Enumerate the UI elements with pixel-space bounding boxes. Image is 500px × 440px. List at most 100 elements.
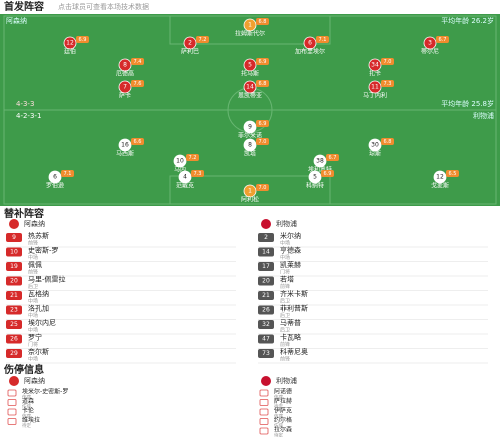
player-rating: 7.1 <box>64 171 72 177</box>
sub-name[interactable]: 菲利普斯 <box>280 304 308 313</box>
sub-name[interactable]: 科蒂尼奥 <box>280 347 308 356</box>
player-shirt[interactable] <box>243 120 257 134</box>
rating-badge <box>61 170 74 177</box>
player-shirt[interactable] <box>313 154 327 168</box>
player-number: 9 <box>248 124 252 131</box>
rating-badge <box>256 18 269 25</box>
player-number: 6 <box>308 40 312 47</box>
sub-position: 前锋 <box>28 240 38 247</box>
player-shirt[interactable] <box>118 138 132 152</box>
player-number: 5 <box>248 62 252 69</box>
player-shirt[interactable] <box>183 36 197 50</box>
sub-number: 25 <box>10 321 18 328</box>
sub-position: 后卫 <box>28 283 38 290</box>
player-shirt[interactable] <box>48 170 62 184</box>
sub-number: 20 <box>262 278 270 285</box>
sub-number-box <box>258 305 274 315</box>
injury-reason: 待定 <box>22 422 31 429</box>
home-note: 平均年龄 26.2岁 <box>441 16 494 25</box>
sub-position: 后卫 <box>280 327 290 334</box>
sub-name[interactable]: 齐米卡斯 <box>280 289 308 298</box>
player-name: 菲尔米诺 <box>238 132 262 140</box>
sub-position: 中场 <box>28 254 38 261</box>
player-rating: 6.7 <box>439 37 447 43</box>
sub-name[interactable]: 史密斯-罗 <box>28 246 59 255</box>
player-shirt[interactable] <box>423 36 437 50</box>
home-formation: 4-3-3 <box>16 100 34 108</box>
player-shirt[interactable] <box>433 170 447 184</box>
rating-badge <box>436 36 449 43</box>
sub-name[interactable]: 马里-佩雷拉 <box>28 275 66 284</box>
sub-name[interactable]: 凯莱赫 <box>280 260 301 269</box>
sub-number: 17 <box>262 263 270 270</box>
injury-reason: 伤病 <box>22 413 31 420</box>
sub-number-box <box>258 276 274 286</box>
sub-name[interactable]: 米尔纳 <box>280 231 301 240</box>
player-shirt[interactable] <box>243 138 257 152</box>
sub-position: 中场 <box>28 356 38 363</box>
sub-name[interactable]: 洛孔加 <box>28 304 49 313</box>
injury-reason: 伤病 <box>274 394 283 401</box>
player-name: 托马斯 <box>241 70 259 78</box>
player-shirt[interactable] <box>243 80 257 94</box>
sub-number-box <box>258 247 274 257</box>
player-rating: 7.2 <box>189 155 197 161</box>
sub-name[interactable]: 埃尔内尼 <box>28 318 56 327</box>
injury-icon <box>7 399 17 406</box>
player-shirt[interactable] <box>243 58 257 72</box>
player-rating: 6.9 <box>259 59 267 65</box>
player-number: 1 <box>248 188 252 195</box>
player-name: 凯塔 <box>244 150 256 158</box>
sub-name[interactable]: 罗宁 <box>28 333 42 342</box>
sub-name[interactable]: 瓦格纳 <box>28 289 49 298</box>
title: 首发阵容 <box>4 0 44 13</box>
sub-name[interactable]: 马蒂普 <box>280 318 301 327</box>
player-shirt[interactable] <box>173 154 187 168</box>
sub-name[interactable]: 卡瓦略 <box>280 333 301 342</box>
sub-number-box <box>6 247 22 257</box>
player-shirt[interactable] <box>368 80 382 94</box>
player-number: 7 <box>123 84 127 91</box>
sub-name[interactable]: 热苏斯 <box>28 231 49 240</box>
injury-name: 拉尔森 <box>274 426 292 434</box>
player-number: 10 <box>176 158 184 165</box>
player-shirt[interactable] <box>303 36 317 50</box>
player-number: 11 <box>371 84 379 91</box>
player-shirt[interactable] <box>368 138 382 152</box>
away-subs-team: 利物浦 <box>276 219 297 228</box>
sub-number: 14 <box>262 249 270 256</box>
home-badge <box>9 219 19 229</box>
player-number: 2 <box>188 40 192 47</box>
player-name: 马西斯 <box>116 150 134 158</box>
player-name: 拉姆斯代尔 <box>235 30 265 38</box>
home-inj-team: 阿森纳 <box>24 376 45 385</box>
player-shirt[interactable] <box>243 18 257 32</box>
away-inj-team: 利物浦 <box>276 376 297 385</box>
rating-badge <box>256 80 269 87</box>
rating-badge <box>256 138 269 145</box>
player-rating: 6.8 <box>259 81 267 87</box>
player-shirt[interactable] <box>63 36 77 50</box>
player-shirt[interactable] <box>178 170 192 184</box>
player-number: 6 <box>53 174 57 181</box>
rating-badge <box>381 138 394 145</box>
sub-number: 9 <box>12 234 16 241</box>
player-shirt[interactable] <box>308 170 322 184</box>
player-shirt[interactable] <box>368 58 382 72</box>
player-rating: 6.6 <box>134 139 142 145</box>
sub-number-box <box>258 320 274 329</box>
sub-name[interactable]: 佩佩 <box>28 260 42 269</box>
player-name: 埃利奥特 <box>308 166 332 174</box>
sub-name[interactable]: 若塔 <box>280 275 294 284</box>
rating-badge <box>131 58 144 65</box>
sub-position: 门将 <box>28 341 38 348</box>
sub-name[interactable]: 奈尔斯 <box>28 347 49 356</box>
sub-number-box <box>6 334 22 344</box>
player-shirt[interactable] <box>118 58 132 72</box>
player-shirt[interactable] <box>118 80 132 94</box>
sub-number-box <box>6 276 22 286</box>
player-shirt[interactable] <box>243 184 257 198</box>
sub-position: 中场 <box>280 254 290 261</box>
sub-name[interactable]: 亨德森 <box>280 246 301 255</box>
